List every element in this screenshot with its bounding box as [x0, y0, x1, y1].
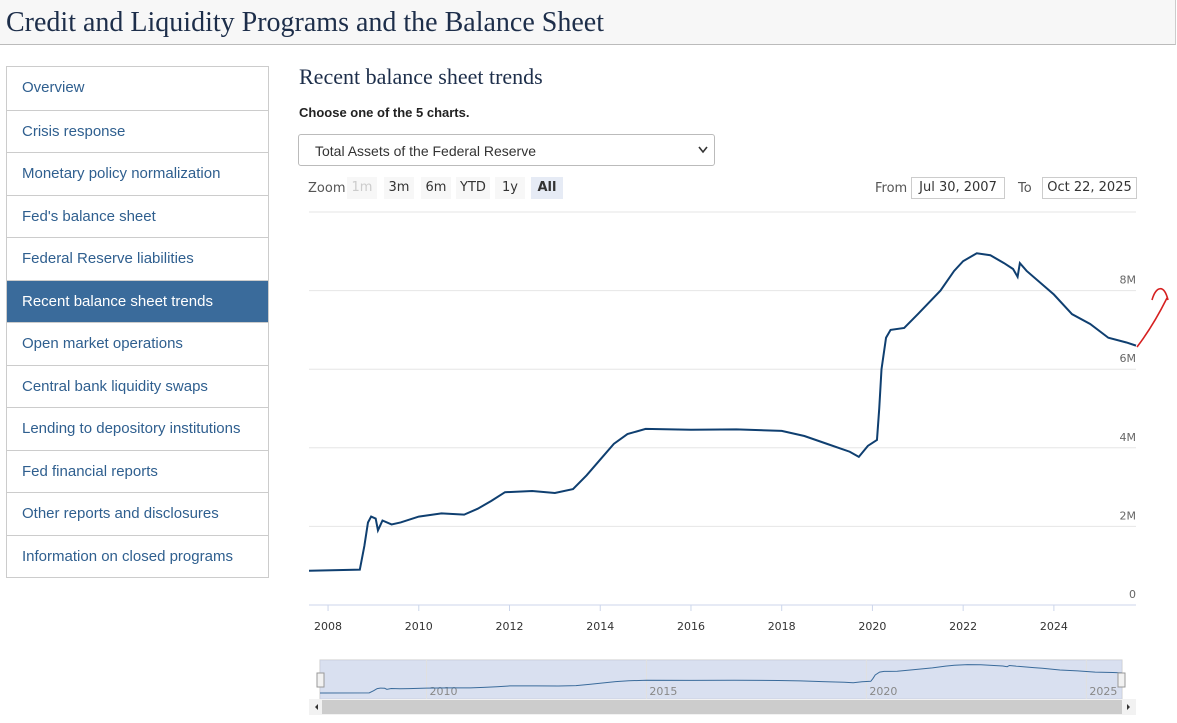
zoom-label: Zoom: [308, 181, 346, 196]
annotation-arrow: [1136, 297, 1168, 348]
x-tick-label: 2020: [858, 620, 886, 633]
nav-item[interactable]: Lending to depository institutions: [7, 407, 268, 450]
navigator-handle[interactable]: [316, 672, 325, 688]
y-tick-label: 0: [1129, 588, 1136, 601]
to-label: To: [1018, 181, 1032, 196]
from-input[interactable]: Jul 30, 2007: [911, 177, 1005, 199]
x-tick-label: 2012: [496, 620, 524, 633]
navigator: [319, 659, 1123, 700]
navigator-tick-label: 2020: [869, 685, 897, 698]
nav-item[interactable]: Federal Reserve liabilities: [7, 237, 268, 280]
page-title: Credit and Liquidity Programs and the Ba…: [6, 7, 604, 38]
prompt: Choose one of the 5 charts.: [299, 105, 470, 120]
nav-item[interactable]: Recent balance sheet trends: [7, 279, 268, 322]
x-tick-label: 2018: [768, 620, 796, 633]
nav-item[interactable]: Crisis response: [7, 109, 268, 153]
nav-item[interactable]: Central bank liquidity swaps: [7, 364, 268, 408]
navigator-tick-label: 2015: [649, 685, 677, 698]
nav-item[interactable]: Information on closed programs: [7, 534, 268, 578]
nav-item[interactable]: Fed financial reports: [7, 449, 268, 493]
y-tick-label: 8M: [1120, 274, 1137, 287]
y-tick-label: 2M: [1120, 509, 1137, 522]
x-tick-label: 2022: [949, 620, 977, 633]
zoom-button: 1m: [347, 177, 377, 199]
to-input[interactable]: Oct 22, 2025: [1042, 177, 1137, 199]
scrollbar-track: [309, 699, 1136, 715]
navigator-handle[interactable]: [1117, 672, 1126, 688]
scrollbar-thumb[interactable]: [322, 700, 1122, 714]
navigator-line: [319, 664, 1123, 694]
x-tick-label: 2010: [405, 620, 433, 633]
nav-item[interactable]: Open market operations: [7, 322, 268, 365]
x-tick-label: 2008: [314, 620, 342, 633]
from-label: From: [875, 181, 908, 196]
nav-item[interactable]: Fed's balance sheet: [7, 194, 268, 238]
section-title: Recent balance sheet trends: [299, 64, 543, 89]
x-tick-label: 2014: [586, 620, 614, 633]
select-value: Total Assets of the Federal Reserve: [315, 143, 536, 159]
data-line: [308, 252, 1137, 572]
header: Credit and Liquidity Programs and the Ba…: [0, 0, 1176, 45]
y-tick-label: 4M: [1120, 431, 1137, 444]
y-tick-label: 6M: [1120, 352, 1137, 365]
annotation-arrowhead: [1151, 287, 1169, 301]
zoom-button[interactable]: 1y: [495, 177, 525, 199]
x-tick-label: 2016: [677, 620, 705, 633]
zoom-button[interactable]: YTD: [456, 177, 490, 199]
navigator-tick-label: 2025: [1089, 685, 1117, 698]
navigator-tick-label: 2010: [429, 685, 457, 698]
zoom-button[interactable]: All: [531, 177, 563, 199]
dropdown-arrow: [698, 146, 708, 154]
nav-item[interactable]: Other reports and disclosures: [7, 492, 268, 535]
nav-item[interactable]: Monetary policy normalization: [7, 152, 268, 195]
zoom-button[interactable]: 6m: [421, 177, 451, 199]
zoom-button[interactable]: 3m: [384, 177, 414, 199]
scrollbar-arrows[interactable]: [315, 704, 1130, 710]
side-nav: Overview Crisis response Monetary policy n…: [6, 66, 269, 578]
nav-item[interactable]: Overview: [22, 79, 85, 96]
x-tick-label: 2024: [1040, 620, 1068, 633]
navigator-selection: [320, 660, 1122, 699]
chart-select[interactable]: Total Assets of the Federal Reserve: [298, 134, 715, 166]
